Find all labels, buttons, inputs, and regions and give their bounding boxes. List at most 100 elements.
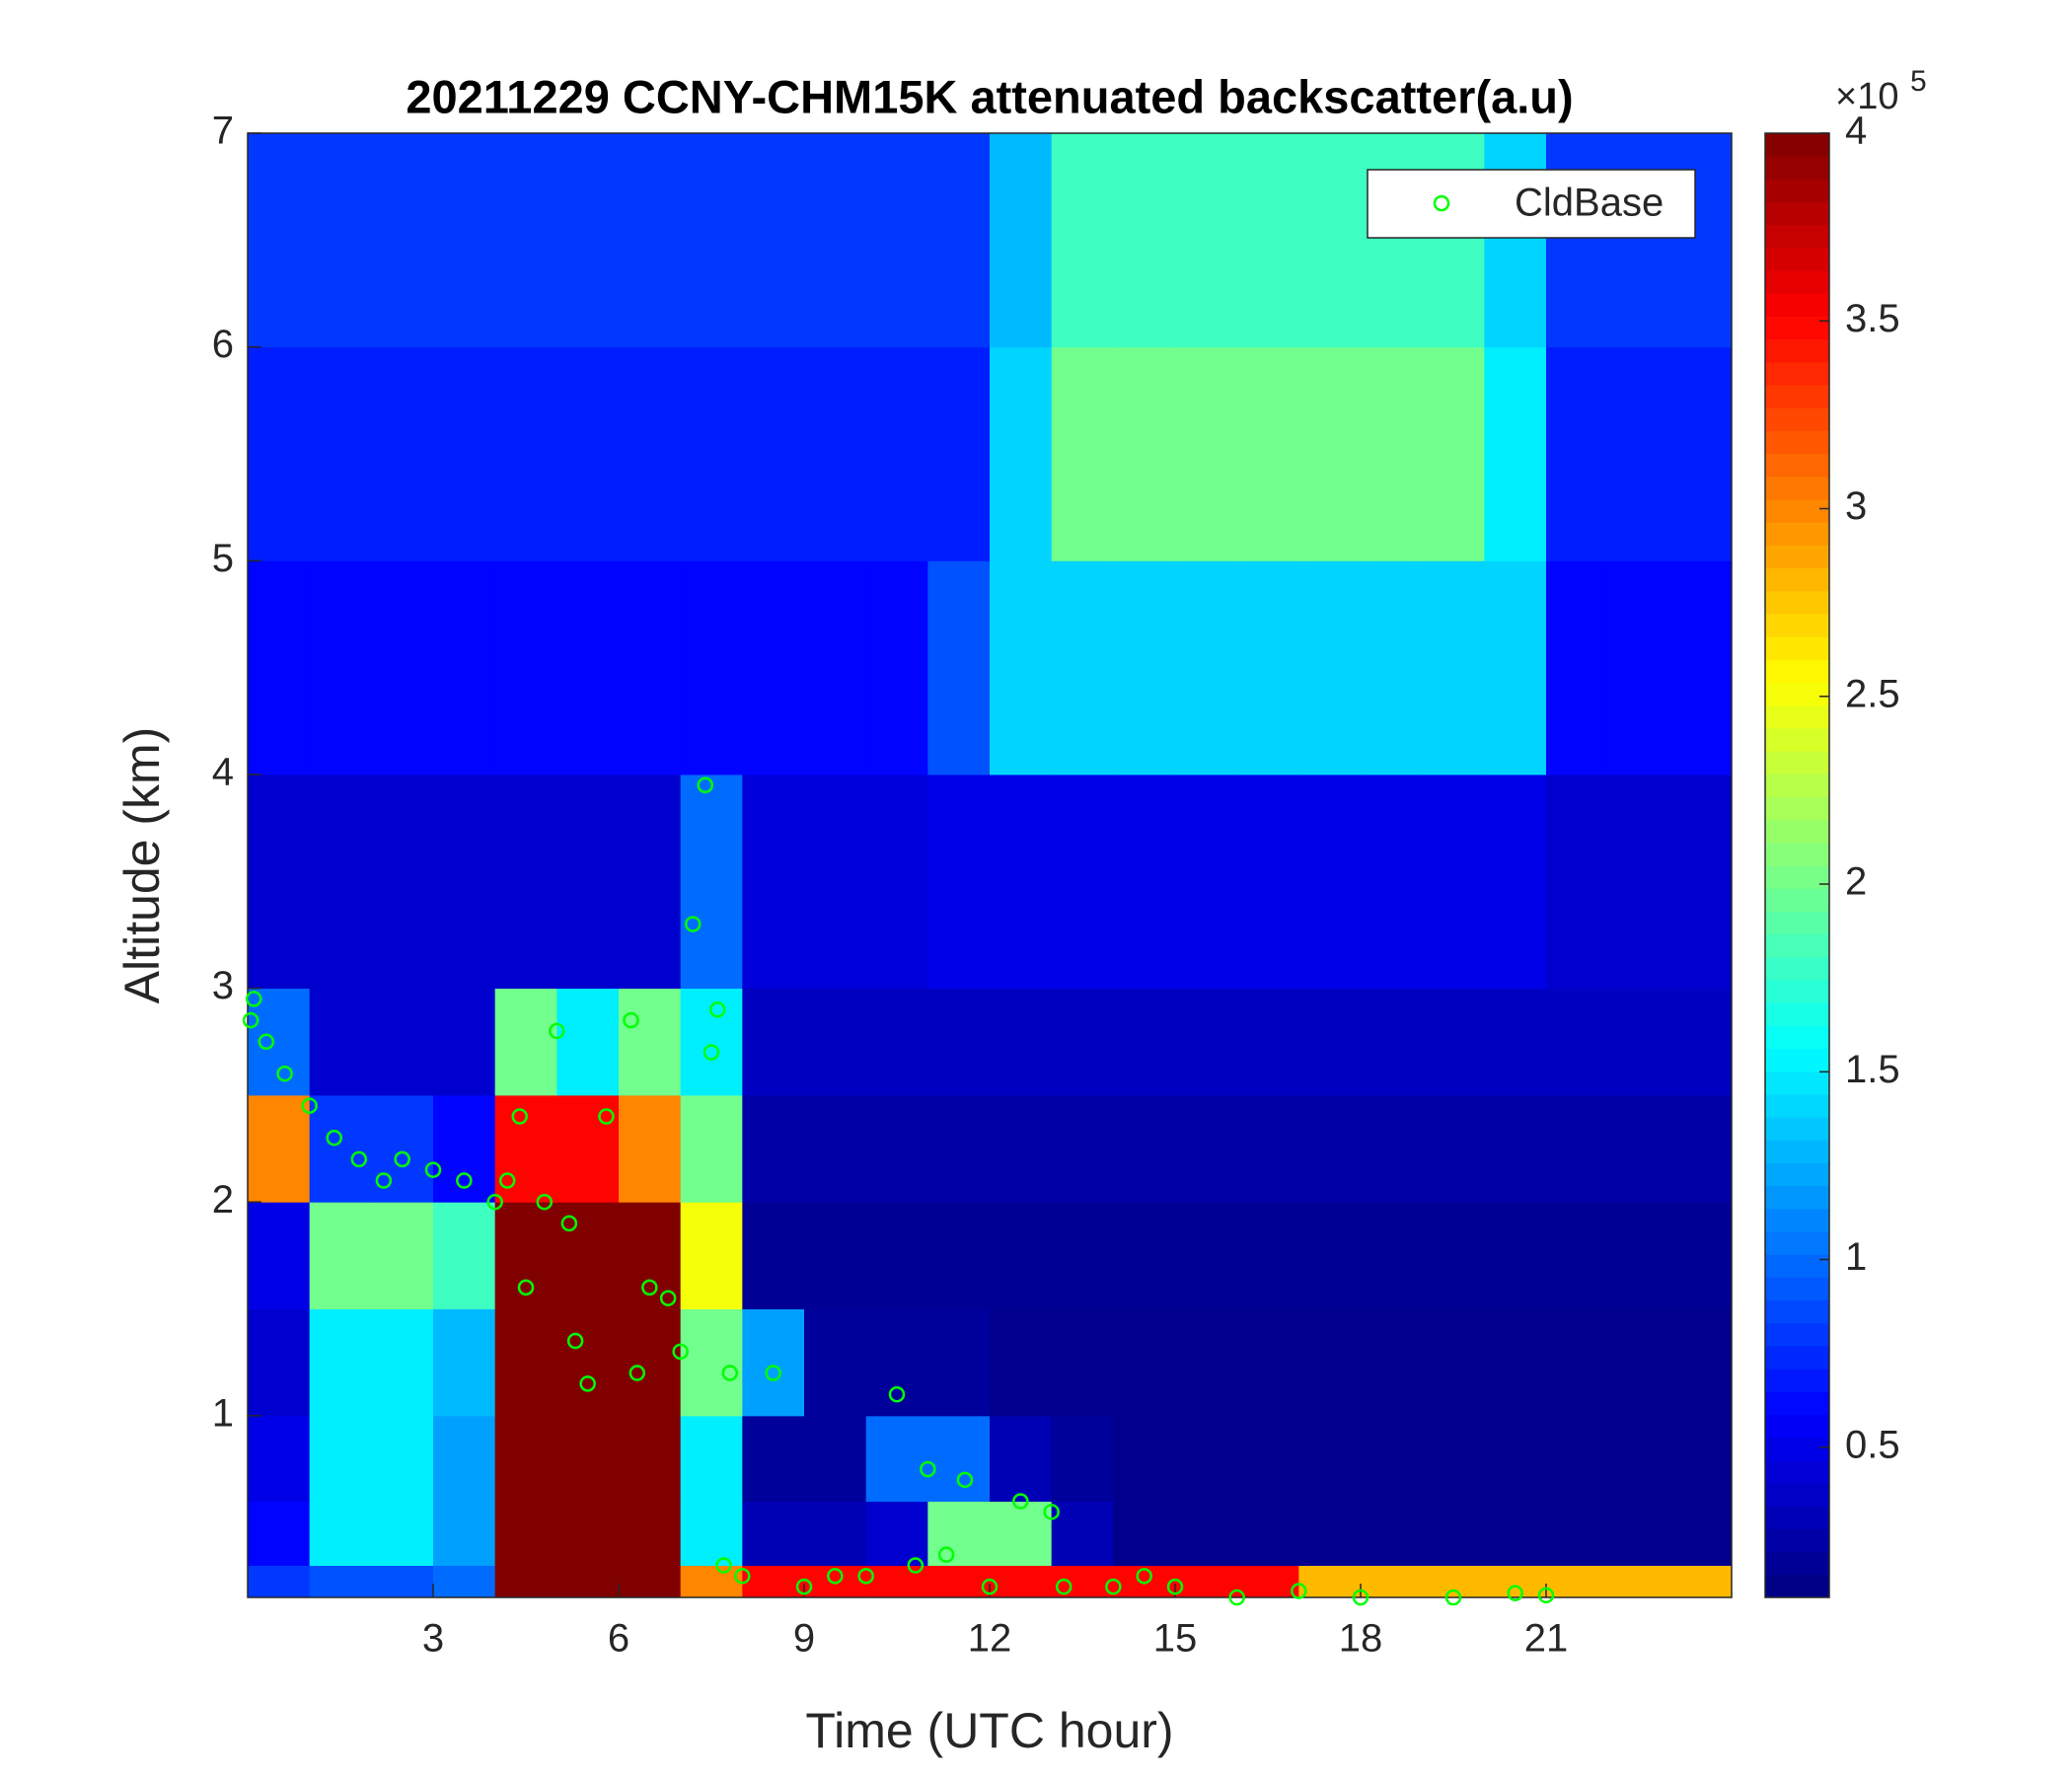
heatmap-cell [927,1501,991,1567]
heatmap-cell [494,1501,557,1567]
heatmap-cell [1607,1094,1670,1203]
heatmap-cell [1669,1501,1733,1567]
heatmap-cell [1236,346,1299,561]
heatmap-cell [1546,560,1609,776]
heatmap-cell [1236,988,1299,1096]
heatmap-cell [248,1565,311,1598]
heatmap-cell [1484,1308,1547,1417]
colorbar-segment [1765,1345,1829,1369]
heatmap-cell [1051,560,1114,776]
colorbar-segment [1765,1185,1829,1210]
cloud-base-point [697,777,713,794]
colorbar-segment [1765,453,1829,478]
colorbar-segment [1765,704,1829,729]
cloud-base-point [672,1343,689,1361]
cloud-base-point [517,1279,535,1296]
colorbar-segment [1765,682,1829,706]
heatmap-cell [1546,988,1609,1096]
heatmap-cell [1422,560,1485,776]
cloud-base-point [703,1044,720,1061]
heatmap-cell [1361,133,1424,348]
colorbar-tick-label: 0.5 [1845,1423,1900,1466]
heatmap-cell [990,988,1053,1096]
cloud-base-point [394,1150,410,1168]
cloud-base-point [1352,1589,1369,1606]
colorbar-segment [1765,1322,1829,1347]
colorbar-segment [1765,407,1829,431]
heatmap-cell [865,1094,928,1203]
heatmap-cell [1113,1094,1176,1203]
heatmap-cell [1422,1415,1485,1503]
heatmap-cell [865,1308,928,1417]
colorbar-segment [1765,1299,1829,1324]
heatmap-cell [1113,988,1176,1096]
heatmap-cell [309,560,372,776]
colorbar-segment [1765,613,1829,637]
heatmap-cell [1298,774,1362,990]
chart-title: 20211229 CCNY-CHM15K attenuated backscat… [406,70,1573,122]
heatmap-cell [742,1415,805,1503]
heatmap-cell [1298,988,1362,1096]
heatmap-cell [619,133,682,348]
heatmap-cell [556,133,620,348]
colorbar-segment [1765,979,1829,1003]
heatmap-cell [680,560,743,776]
heatmap-cell [433,1415,496,1503]
heatmap-cell [371,774,434,990]
heatmap-cell [1051,1308,1114,1417]
heatmap-cell [1298,1202,1362,1310]
colorbar-segment [1765,1459,1829,1484]
colorbar-segment [1765,316,1829,340]
heatmap-cell [433,988,496,1096]
heatmap-cell [494,774,557,990]
heatmap-cell [1113,346,1176,561]
colorbar-segment [1765,361,1829,386]
colorbar-segment [1765,1117,1829,1141]
heatmap-cell [804,1565,867,1598]
colorbar-segment [1765,545,1829,569]
colorbar-segment [1765,1483,1829,1507]
heatmap-cell [1422,988,1485,1096]
heatmap-cell [990,560,1053,776]
cloud-base-point [1228,1589,1245,1606]
x-tick-label: 3 [422,1617,444,1661]
cloud-base-point [511,1108,528,1125]
heatmap-cell [990,1094,1053,1203]
heatmap-cell [1298,1565,1362,1598]
colorbar-segment [1765,842,1829,866]
heatmap-cell [248,1415,311,1503]
heatmap-cell [433,1565,496,1598]
colorbar-tick-label: 2 [1845,860,1867,904]
heatmap-cell [1175,346,1238,561]
heatmap-cell [990,1501,1053,1567]
heatmap-cell [248,1202,311,1310]
heatmap-cell [371,1202,434,1310]
colorbar-segment [1765,774,1829,797]
heatmap-cell [248,346,311,561]
heatmap-cell [990,1415,1053,1503]
heatmap-cell [309,346,372,561]
heatmap-cell [1484,774,1547,990]
cloud-base-point [1105,1578,1122,1595]
heatmap-cell [1236,133,1299,348]
colorbar-tick-label: 3 [1845,484,1867,528]
heatmap-cell [804,346,867,561]
y-tick-label: 2 [212,1178,234,1221]
colorbar-segment [1765,1551,1829,1576]
legend-label: CldBase [1515,182,1664,225]
heatmap-cell [865,1501,928,1567]
heatmap-cell [619,1308,682,1417]
colorbar-segment [1765,1574,1829,1598]
heatmap-cell [556,1415,620,1503]
colorbar-segment [1765,911,1829,935]
heatmap-cell [1236,1501,1299,1567]
colorbar-segment [1765,293,1829,317]
heatmap-cell [1361,1565,1424,1598]
cloud-base-point [1136,1568,1152,1585]
heatmap-cell [1422,1501,1485,1567]
heatmap-cell [1175,988,1238,1096]
cloud-base-point [715,1557,732,1574]
cloud-base-point [907,1557,925,1574]
colorbar-segment [1765,1506,1829,1529]
heatmap-cell [433,346,496,561]
